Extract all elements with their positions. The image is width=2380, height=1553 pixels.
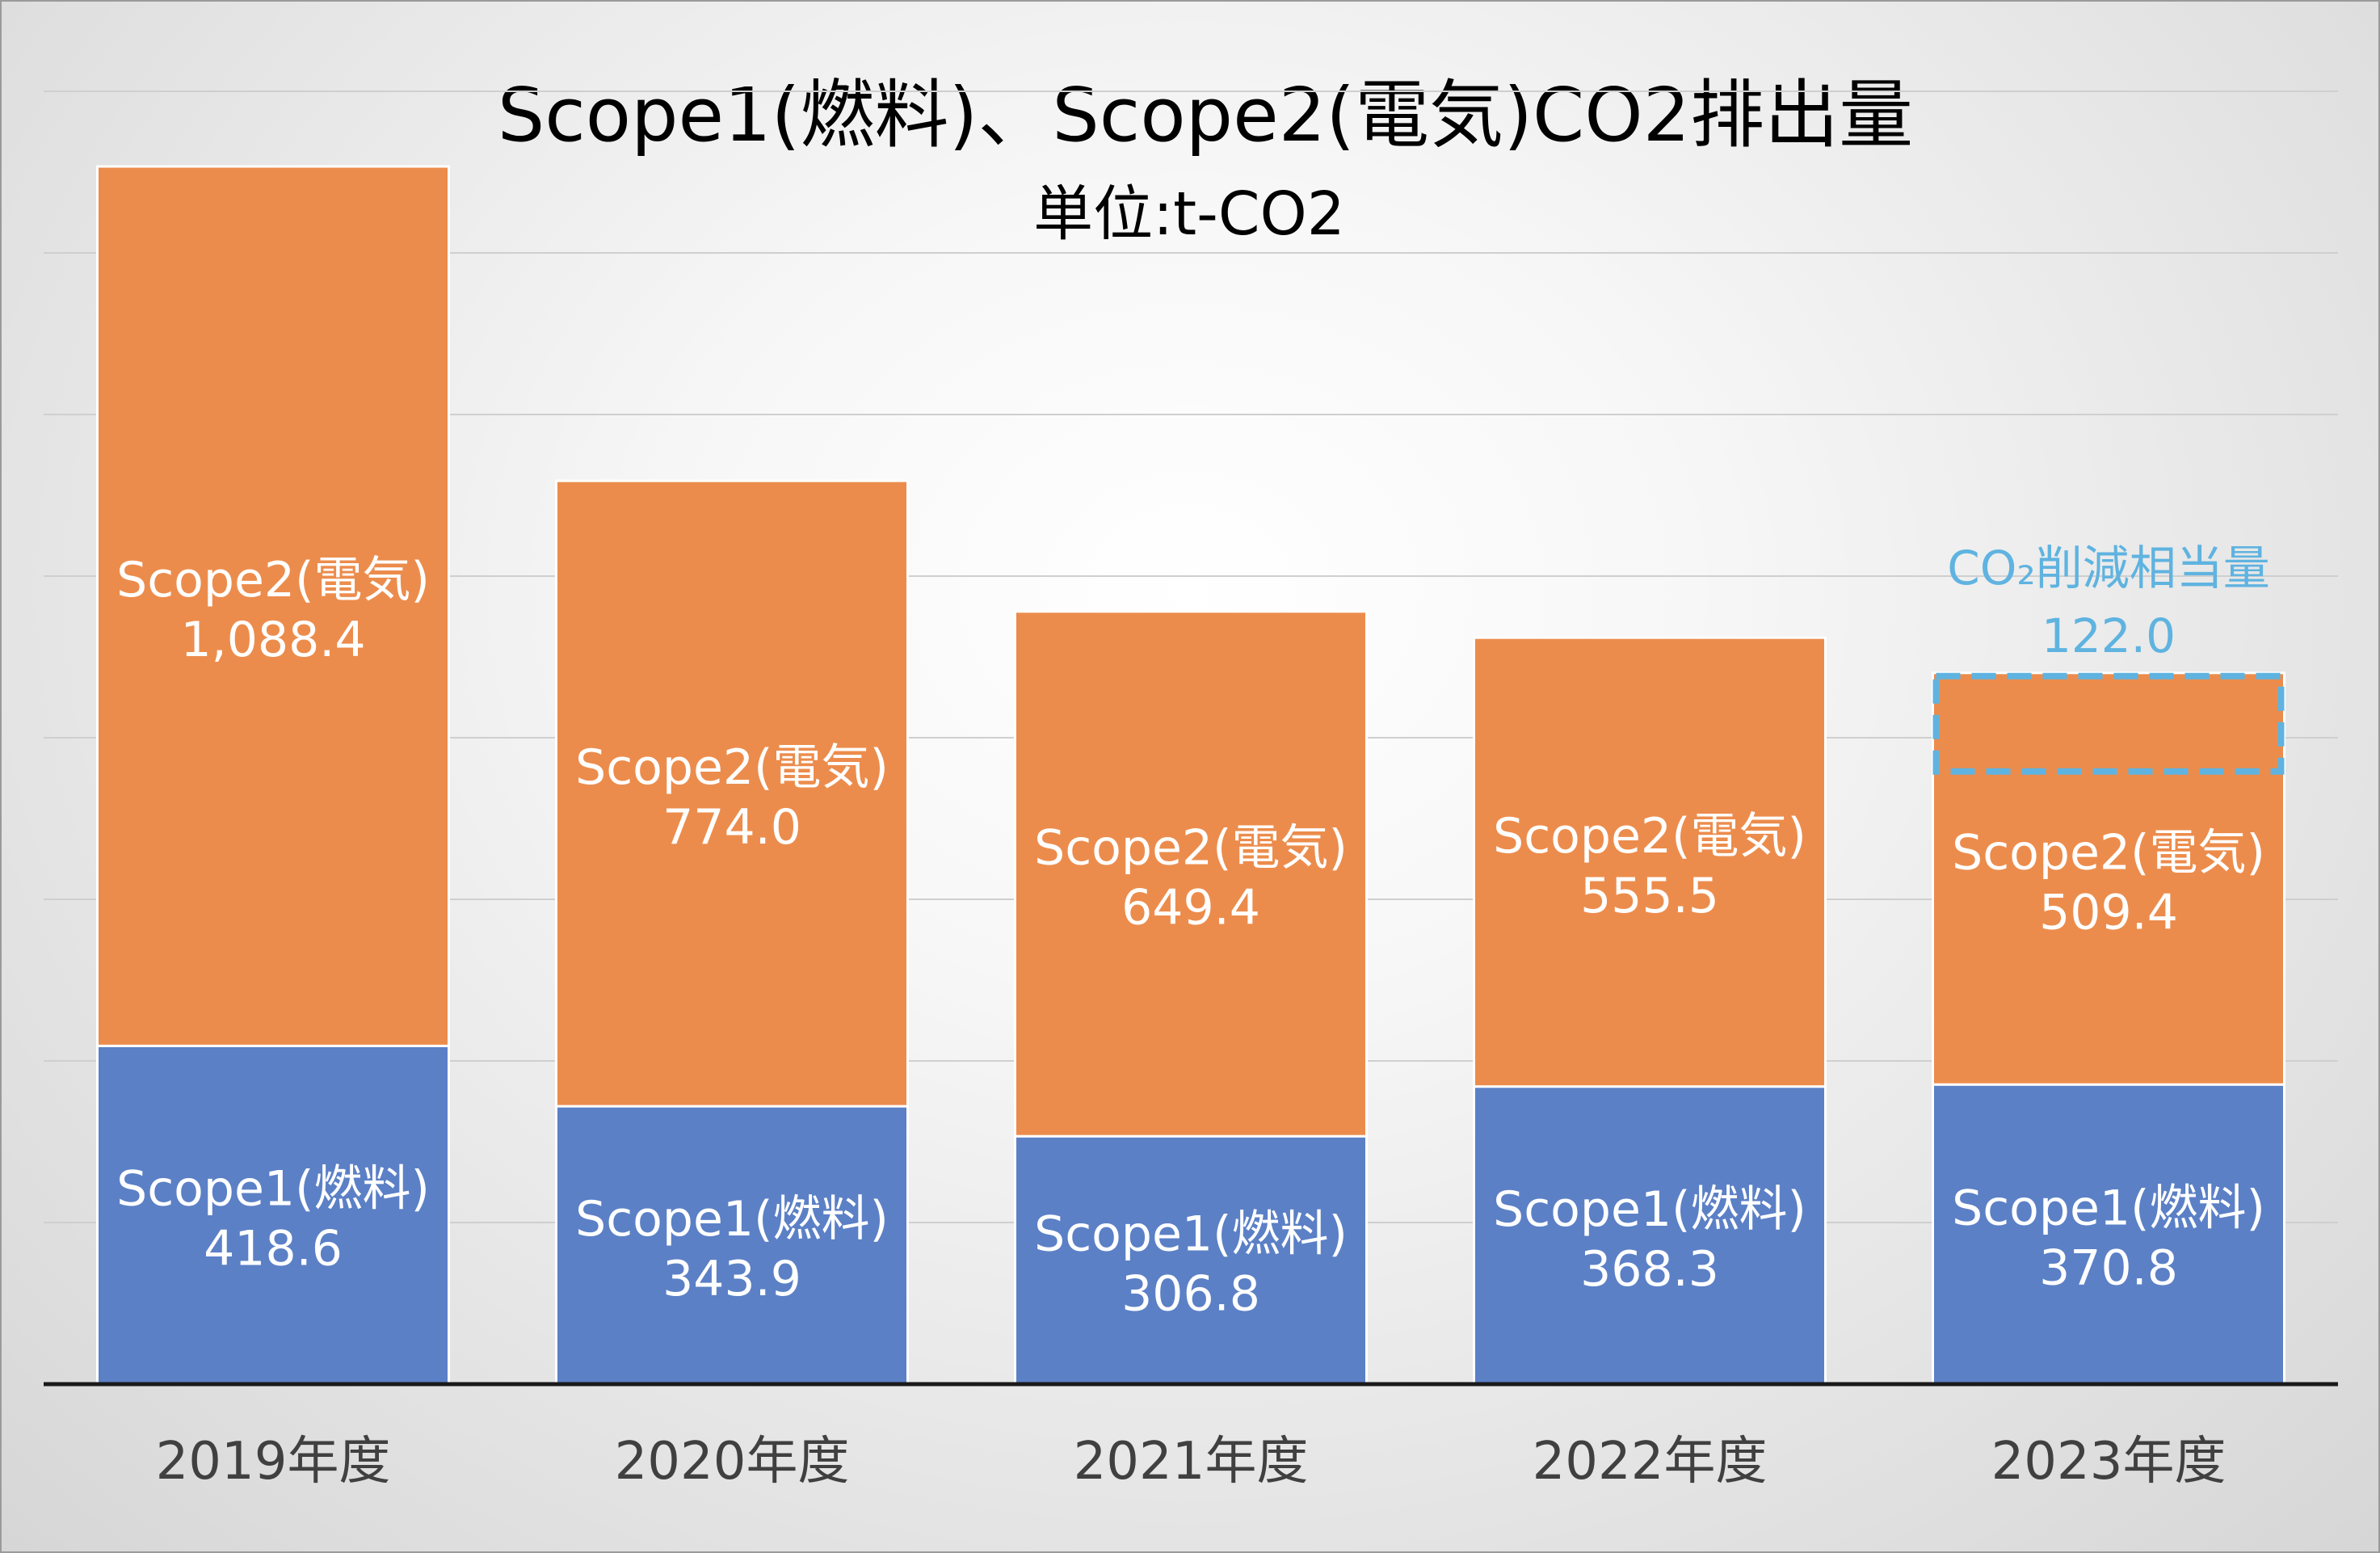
segment-value-label: 509.4 [2039, 885, 2178, 941]
segment-series-label: Scope2(電気) [1952, 825, 2265, 882]
segment-series-label: Scope2(電気) [116, 552, 430, 608]
reduction-dashed-box [1932, 672, 2285, 775]
segment-value-label: 306.8 [1121, 1266, 1260, 1323]
bar-segment-scope2 [96, 165, 450, 1047]
reduction-value: 122.0 [2042, 608, 2176, 663]
reduction-label: CO₂削減相当量 [1947, 541, 2269, 596]
category-label: 2022年度 [1533, 1432, 1768, 1492]
bar-segment-scope2 [555, 479, 909, 1108]
bars [96, 165, 2285, 1386]
bar-segment-scope2 [1932, 671, 2285, 1086]
chart-title: Scope1(燃料)、Scope2(電気)CO2排出量 [498, 72, 1913, 158]
segment-value-label: 418.6 [204, 1221, 343, 1277]
bar-segment-scope1 [555, 1105, 909, 1386]
segment-value-label: 774.0 [662, 799, 801, 856]
category-label: 2023年度 [1991, 1432, 2227, 1492]
data-labels: Scope1(燃料)418.6Scope2(電気)1,088.4Scope1(燃… [116, 552, 2265, 1322]
reduction-annotation: CO₂削減相当量 122.0 [1932, 541, 2285, 775]
chart-subtitle: 単位:t-CO2 [1033, 179, 1345, 249]
segment-value-label: 555.5 [1580, 868, 1719, 924]
segment-series-label: Scope1(燃料) [1493, 1181, 1806, 1238]
segment-value-label: 343.9 [662, 1251, 801, 1307]
category-axis-labels: 2019年度 2020年度 2021年度 2022年度 2023年度 [156, 1432, 2227, 1492]
segment-value-label: 649.4 [1121, 880, 1260, 936]
bar-segment-scope2 [1473, 636, 1827, 1088]
bar-segment-scope1 [96, 1044, 450, 1386]
category-label: 2020年度 [615, 1432, 850, 1492]
bar-segment-scope1 [1014, 1134, 1368, 1386]
segment-series-label: Scope2(電気) [1493, 808, 1806, 865]
segment-series-label: Scope1(燃料) [1952, 1181, 2265, 1237]
segment-series-label: Scope1(燃料) [575, 1191, 889, 1248]
segment-series-label: Scope1(燃料) [116, 1161, 430, 1218]
category-label: 2021年度 [1074, 1432, 1309, 1492]
segment-series-label: Scope1(燃料) [1034, 1206, 1348, 1263]
category-label: 2019年度 [156, 1432, 391, 1492]
segment-series-label: Scope2(電気) [575, 739, 889, 796]
bar-segment-scope2 [1014, 610, 1368, 1138]
segment-series-label: Scope2(電気) [1034, 820, 1348, 877]
segment-value-label: 1,088.4 [180, 612, 365, 668]
segment-value-label: 368.3 [1580, 1241, 1719, 1298]
segment-value-label: 370.8 [2039, 1240, 2178, 1297]
